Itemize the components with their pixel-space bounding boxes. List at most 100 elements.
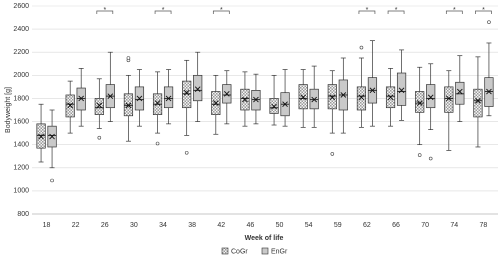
mean-marker	[300, 94, 307, 101]
y-tick-label: 1400	[13, 142, 29, 149]
mean-marker	[486, 88, 492, 95]
significance-bracket	[96, 10, 114, 14]
mean-marker	[416, 100, 423, 106]
y-tick-label: 2600	[13, 3, 29, 10]
mean-marker	[107, 93, 114, 99]
y-tick-label: 2400	[13, 26, 29, 33]
outlier	[97, 135, 102, 140]
x-tick-label: 38	[188, 222, 196, 229]
x-tick-label: 50	[276, 222, 284, 229]
mean-marker	[38, 133, 44, 140]
x-tick-label: 26	[101, 222, 109, 229]
outlier	[184, 150, 189, 155]
significance-bracket	[445, 10, 463, 14]
box	[163, 86, 174, 109]
legend-label: EnGr	[271, 248, 288, 255]
mean-marker	[154, 100, 161, 106]
mean-marker	[125, 102, 132, 109]
x-tick-label: 66	[392, 222, 400, 229]
mean-marker	[398, 87, 405, 94]
significance-bracket	[358, 10, 376, 14]
outlier	[126, 56, 131, 60]
mean-marker	[194, 86, 201, 93]
mean-marker	[67, 102, 74, 109]
y-tick-label: 1200	[13, 165, 29, 172]
y-tick-label: 1000	[13, 188, 29, 195]
box	[193, 74, 203, 102]
mean-marker	[183, 89, 190, 96]
box	[182, 80, 192, 109]
significance-label: *	[453, 7, 456, 14]
significance-bracket	[387, 10, 405, 14]
x-tick-label: 42	[217, 222, 225, 229]
significance-label: *	[482, 7, 485, 14]
box	[396, 72, 407, 106]
mean-marker	[253, 96, 259, 103]
outlier	[428, 156, 433, 161]
x-tick-label: 34	[159, 222, 167, 229]
y-tick-label: 800	[17, 211, 29, 218]
mean-marker	[96, 102, 103, 109]
mean-marker	[445, 95, 452, 102]
x-tick-label: 46	[247, 222, 255, 229]
outlier	[417, 153, 422, 157]
box	[426, 84, 436, 109]
x-tick-label: 30	[130, 222, 138, 229]
mean-marker	[49, 133, 55, 140]
outlier	[359, 45, 364, 50]
mean-marker	[271, 103, 277, 110]
y-tick-label: 1600	[13, 118, 29, 125]
outlier	[155, 141, 160, 146]
mean-marker	[212, 100, 219, 106]
box	[94, 98, 104, 115]
significance-bracket	[475, 10, 492, 14]
mean-marker	[311, 96, 318, 103]
box	[455, 81, 465, 105]
significance-bracket	[154, 10, 172, 14]
outlier	[330, 152, 335, 156]
mean-marker	[427, 94, 434, 101]
mean-marker	[340, 92, 347, 98]
y-tick-label: 1800	[13, 95, 29, 102]
mean-marker	[369, 87, 376, 94]
mean-marker	[165, 95, 172, 102]
mean-marker	[329, 94, 336, 101]
x-axis-label: Week of life	[245, 235, 284, 242]
box	[356, 86, 367, 111]
box	[415, 91, 425, 113]
box	[444, 86, 454, 113]
outlier	[50, 178, 54, 183]
mean-marker	[475, 97, 481, 104]
mean-marker	[136, 95, 143, 102]
mean-marker	[456, 88, 463, 95]
x-tick-label: 59	[334, 222, 342, 229]
y-tick-label: 2000	[13, 72, 29, 79]
y-tick-label: 2200	[13, 49, 29, 56]
mean-marker	[242, 96, 248, 103]
legend-label: CoGr	[231, 248, 248, 255]
y-axis-label: Bodyweight [g]	[5, 87, 12, 133]
significance-bracket	[212, 10, 230, 14]
x-tick-label: 78	[480, 222, 488, 229]
outlier	[487, 20, 491, 24]
significance-label: *	[220, 7, 223, 14]
x-tick-label: 74	[450, 222, 458, 229]
significance-label: *	[395, 7, 398, 14]
box	[473, 88, 483, 118]
significance-label: *	[366, 7, 369, 14]
x-tick-label: 70	[421, 222, 429, 229]
mean-marker	[282, 101, 288, 108]
mean-marker	[223, 91, 230, 97]
x-tick-label: 22	[72, 222, 80, 229]
x-tick-label: 54	[305, 222, 313, 229]
mean-marker	[387, 94, 394, 101]
mean-marker	[358, 94, 365, 101]
mean-marker	[78, 95, 85, 102]
legend-swatch	[221, 247, 229, 255]
significance-label: *	[103, 7, 106, 14]
significance-label: *	[162, 7, 165, 14]
x-tick-label: 18	[43, 222, 51, 229]
legend-swatch	[261, 247, 269, 255]
x-tick-label: 62	[363, 222, 371, 229]
